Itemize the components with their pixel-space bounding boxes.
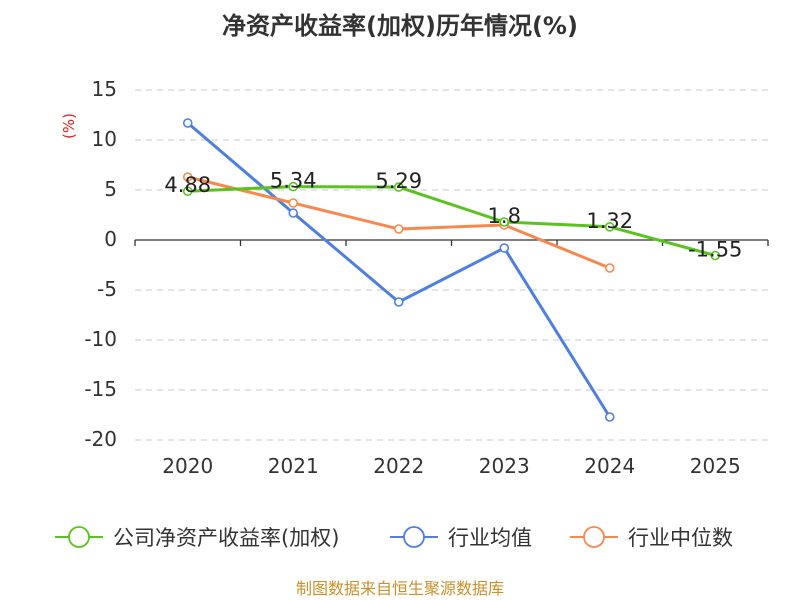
data-point xyxy=(288,198,299,208)
y-tick-label: 15 xyxy=(92,77,117,101)
y-tick-label: 5 xyxy=(104,177,117,201)
data-point xyxy=(604,263,615,273)
series-0 xyxy=(182,181,721,261)
data-point xyxy=(499,243,510,253)
data-label: 5.29 xyxy=(375,169,422,193)
data-point xyxy=(710,250,721,261)
y-tick-label: -20 xyxy=(84,427,117,451)
data-label: 1.8 xyxy=(488,204,521,228)
data-point xyxy=(393,224,404,234)
data-point xyxy=(182,172,193,182)
series-line xyxy=(187,185,716,257)
data-label: 4.88 xyxy=(164,173,211,197)
legend-label: 行业均值 xyxy=(448,526,532,550)
data-point xyxy=(182,186,193,196)
x-tick-label: 2025 xyxy=(690,454,741,478)
series-lines xyxy=(182,118,721,422)
legend: 公司净资产收益率(加权) 行业均值 行业中位数 xyxy=(55,526,733,550)
legend-label: 公司净资产收益率(加权) xyxy=(113,526,339,550)
y-tick-label: -5 xyxy=(97,277,117,301)
data-point xyxy=(604,222,615,232)
data-labels: 4.88 5.34 5.29 1.8 1.32 -1.55 xyxy=(164,169,742,262)
series-1 xyxy=(182,118,615,422)
source-note: 制图数据来自恒生聚源数据库 xyxy=(296,579,504,598)
series-line xyxy=(186,121,612,418)
y-tick-label: -10 xyxy=(84,327,117,351)
series-2 xyxy=(182,172,615,273)
y-tick-label: 10 xyxy=(92,127,117,151)
x-tick-label: 2023 xyxy=(479,454,530,478)
x-tick-labels: 2020 2021 2022 2023 2024 2025 xyxy=(162,454,740,478)
x-tick-label: 2021 xyxy=(268,454,319,478)
data-point xyxy=(393,297,404,307)
data-label: 5.34 xyxy=(270,169,317,193)
grid-lines xyxy=(135,89,768,441)
x-tick-label: 2022 xyxy=(373,454,424,478)
legend-marker xyxy=(583,526,605,548)
data-point xyxy=(288,208,299,218)
data-point xyxy=(288,181,299,192)
data-point xyxy=(499,217,510,227)
legend-marker xyxy=(403,526,425,548)
data-label: -1.55 xyxy=(688,238,742,262)
y-tick-label: -15 xyxy=(84,377,117,401)
x-tick-label: 2020 xyxy=(162,454,213,478)
x-tick-label: 2024 xyxy=(584,454,635,478)
chart-title: 净资产收益率(加权)历年情况(%) xyxy=(222,12,578,40)
data-point xyxy=(182,118,193,128)
data-label: 1.32 xyxy=(586,209,633,233)
y-axis-label: (%) xyxy=(60,113,78,139)
data-point xyxy=(393,182,404,192)
legend-item: 行业中位数 xyxy=(570,526,733,550)
legend-item: 行业均值 xyxy=(390,526,532,550)
legend-item: 公司净资产收益率(加权) xyxy=(55,526,339,550)
y-tick-labels: 15 10 5 0 -5 -10 -15 -20 xyxy=(84,77,117,451)
legend-label: 行业中位数 xyxy=(628,526,733,550)
legend-marker xyxy=(68,526,90,548)
data-point xyxy=(604,412,615,422)
y-tick-label: 0 xyxy=(104,227,117,251)
